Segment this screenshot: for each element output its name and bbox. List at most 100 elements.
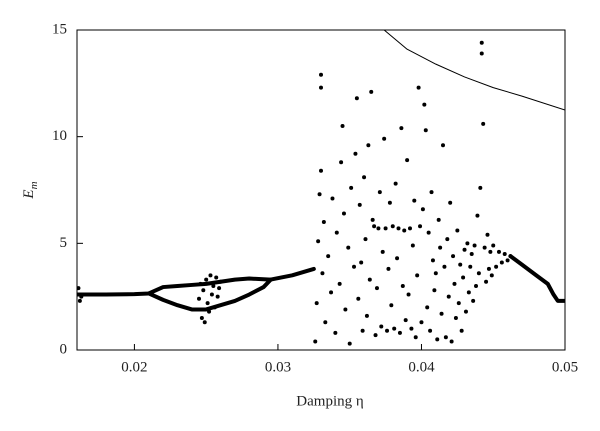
scatter-point [208,273,213,278]
scatter-point [465,241,470,246]
scatter-point [397,330,402,335]
scatter-point [463,309,468,314]
scatter-point [410,243,415,248]
scatter-point [481,121,486,126]
y-axis-label: Em [21,181,39,199]
scatter-point [366,143,371,148]
scatter-point [432,288,437,293]
scatter-point [445,237,450,242]
branch-curve [146,277,273,312]
scatter-point [383,226,388,231]
scatter-point [461,275,466,280]
scatter-point [313,339,318,344]
boundary-curve [383,30,565,111]
scatter-point [496,249,501,254]
scatter-point [330,196,335,201]
scatter-point [479,40,484,45]
scatter-point [385,328,390,333]
scatter-point [379,324,384,329]
scatter-point [364,313,369,318]
scatter-point [395,256,400,261]
scatter-point [453,316,458,320]
scatter-point [323,320,328,325]
y-tick-label: 0 [60,341,68,357]
scatter-point [214,275,219,280]
scatter-point [423,128,428,133]
y-axis-label-main: E [21,189,37,199]
scatter-point [455,228,460,233]
scatter-point [357,202,362,207]
scatter-point [400,284,405,288]
scatter-point [354,96,359,101]
scatter-point [353,151,358,156]
scatter-point [471,298,476,303]
plot-frame [76,29,566,351]
scatter-point [217,286,222,291]
scatter-point [402,228,407,233]
scatter-point [387,200,392,205]
scatter-point [319,85,323,90]
scatter-point [359,260,364,265]
scatter-point [456,301,461,306]
scatter-point [367,277,372,282]
scatter-point [436,217,441,222]
scatter-point [409,326,414,331]
scatter-point [202,320,207,325]
scatter-point [482,245,487,250]
scatter-point [438,245,443,250]
scatter-point [363,237,368,242]
scatter-point [491,243,496,248]
scatter-point [449,339,454,344]
scatter-point [475,213,480,218]
scatter-point [211,284,216,288]
scatter-point [399,126,404,131]
scatter-point [373,333,378,338]
y-tick-label: 10 [52,128,67,144]
x-tick-label: 0.04 [408,359,435,375]
scatter-point [425,305,430,310]
scatter-point [382,136,387,141]
scatter-point [486,266,491,271]
scatter-point [77,286,81,291]
scatter-point [380,249,385,254]
scatter-point [319,168,323,173]
scatter-point [339,160,344,165]
scatter-point [484,279,489,284]
scatter-point [502,252,507,256]
x-tick-label: 0.05 [552,359,578,375]
scatter-point [452,281,457,286]
scatter-point [199,316,204,320]
scatter-point [392,326,397,331]
scatter-point [405,158,410,163]
scatter-point [441,143,445,148]
scatter-point [317,192,322,197]
scatter-point [489,273,494,278]
scatter-point [443,335,448,340]
scatter-point [474,284,479,288]
scatter-point [416,85,421,90]
scatter-point [320,271,325,276]
scatter-point [340,124,345,128]
scatter-point [430,258,435,263]
scatter-point [439,311,444,316]
x-axis-label: Damping η [296,393,364,409]
scatter-point [418,224,423,229]
scatter-point [370,217,375,222]
scatter-point [326,254,331,259]
scatter-point [362,175,367,180]
scatter-point [451,254,456,259]
scatter-point [472,243,477,248]
scatter-point [448,200,453,205]
scatter-point [413,335,418,340]
x-tick-label: 0.03 [265,359,291,375]
scatter-point [462,247,467,252]
scatter-point [347,341,352,346]
scatter-point [466,290,471,295]
scatter-point [215,294,220,299]
scatter-point [428,328,433,333]
scatter-point [321,220,326,224]
scatter-point [329,290,334,295]
scatter-point [376,226,381,231]
